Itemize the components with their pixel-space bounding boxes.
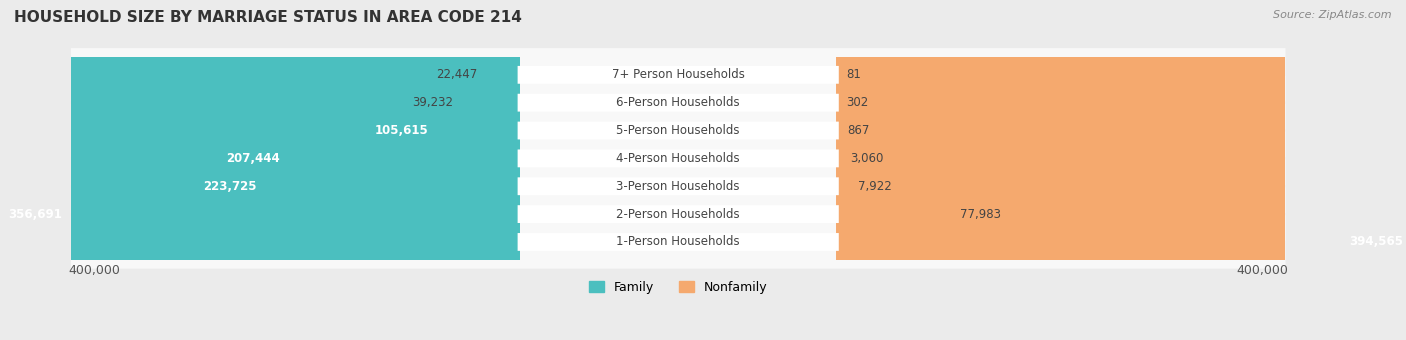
FancyBboxPatch shape — [517, 233, 839, 251]
FancyBboxPatch shape — [70, 104, 1285, 157]
Text: 77,983: 77,983 — [960, 208, 1001, 221]
FancyBboxPatch shape — [837, 0, 955, 340]
FancyBboxPatch shape — [517, 94, 839, 112]
FancyBboxPatch shape — [212, 0, 520, 340]
FancyBboxPatch shape — [0, 0, 520, 340]
FancyBboxPatch shape — [837, 0, 842, 340]
FancyBboxPatch shape — [517, 122, 839, 139]
Text: 39,232: 39,232 — [412, 96, 453, 109]
FancyBboxPatch shape — [517, 150, 839, 167]
FancyBboxPatch shape — [70, 187, 1285, 241]
Text: 7,922: 7,922 — [858, 180, 891, 193]
Text: 81: 81 — [846, 68, 860, 81]
Text: 105,615: 105,615 — [375, 124, 429, 137]
Text: 4-Person Households: 4-Person Households — [616, 152, 740, 165]
Text: 3,060: 3,060 — [851, 152, 884, 165]
FancyBboxPatch shape — [837, 0, 841, 340]
Text: 1-Person Households: 1-Person Households — [616, 235, 740, 249]
FancyBboxPatch shape — [458, 0, 520, 340]
FancyBboxPatch shape — [837, 0, 841, 340]
Text: 394,565: 394,565 — [1350, 235, 1403, 249]
Text: 207,444: 207,444 — [226, 152, 280, 165]
Text: 22,447: 22,447 — [436, 68, 478, 81]
FancyBboxPatch shape — [837, 0, 852, 340]
FancyBboxPatch shape — [517, 66, 839, 84]
FancyBboxPatch shape — [70, 215, 1285, 269]
FancyBboxPatch shape — [517, 177, 839, 195]
Text: 356,691: 356,691 — [8, 208, 62, 221]
Text: HOUSEHOLD SIZE BY MARRIAGE STATUS IN AREA CODE 214: HOUSEHOLD SIZE BY MARRIAGE STATUS IN ARE… — [14, 10, 522, 25]
Text: 302: 302 — [846, 96, 869, 109]
Text: 6-Person Households: 6-Person Households — [616, 96, 740, 109]
FancyBboxPatch shape — [837, 0, 1406, 340]
FancyBboxPatch shape — [188, 0, 520, 340]
FancyBboxPatch shape — [70, 159, 1285, 213]
Text: Source: ZipAtlas.com: Source: ZipAtlas.com — [1274, 10, 1392, 20]
FancyBboxPatch shape — [361, 0, 520, 340]
Legend: Family, Nonfamily: Family, Nonfamily — [583, 275, 773, 299]
Text: 2-Person Households: 2-Person Households — [616, 208, 740, 221]
Text: 867: 867 — [848, 124, 870, 137]
Text: 5-Person Households: 5-Person Households — [616, 124, 740, 137]
Text: 223,725: 223,725 — [202, 180, 256, 193]
FancyBboxPatch shape — [70, 76, 1285, 130]
FancyBboxPatch shape — [70, 132, 1285, 185]
FancyBboxPatch shape — [517, 205, 839, 223]
Text: 3-Person Households: 3-Person Households — [616, 180, 740, 193]
FancyBboxPatch shape — [837, 0, 845, 340]
Text: 7+ Person Households: 7+ Person Households — [612, 68, 745, 81]
FancyBboxPatch shape — [70, 48, 1285, 102]
FancyBboxPatch shape — [482, 0, 520, 340]
